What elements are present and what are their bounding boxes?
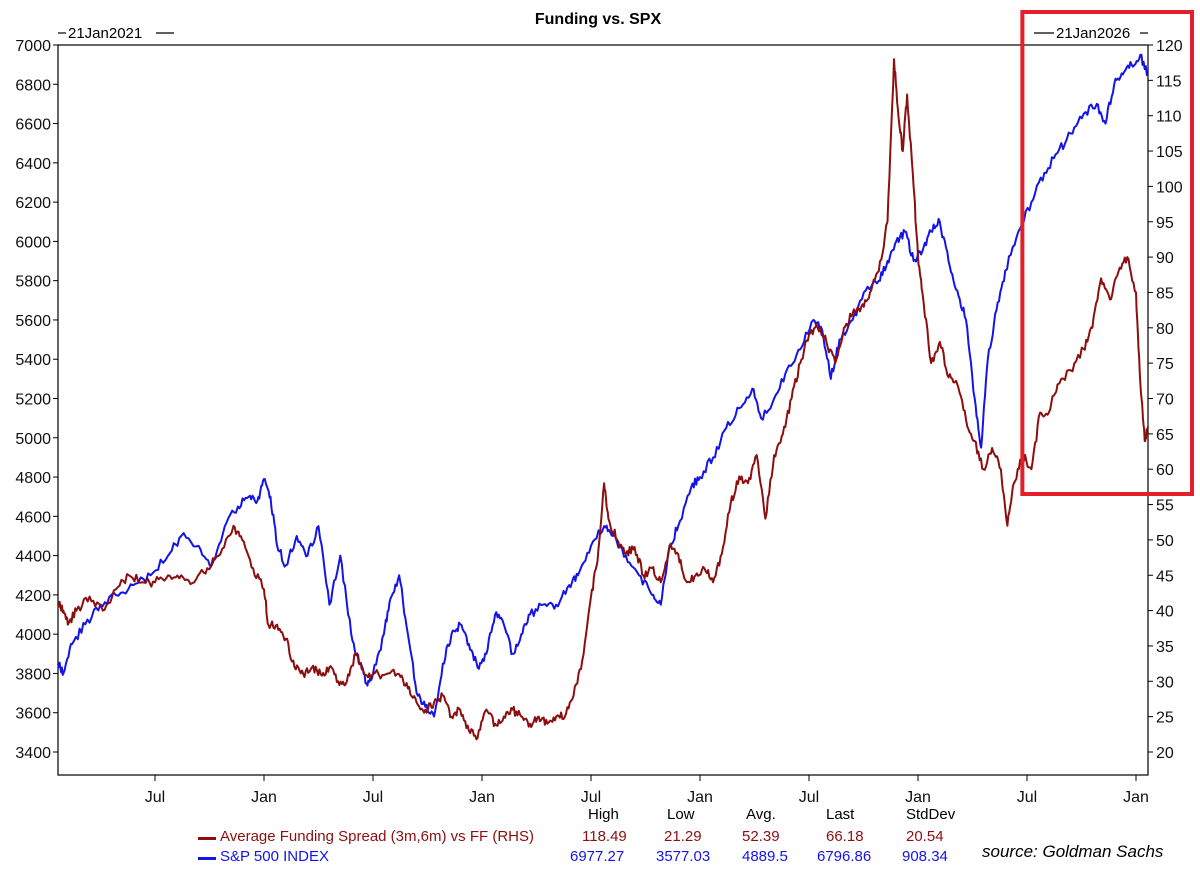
legend-value-spx-last: 6796.86 [817,848,872,865]
end-date-marker: 21Jan2026 [1034,25,1148,42]
y-right-tick-label: 75 [1156,356,1174,373]
x-tick-label: Jul [581,789,601,806]
legend-header-avg: Avg. [746,806,776,823]
legend-header-high: High [588,806,619,823]
start-date-label: 21Jan2021 [68,25,142,42]
y-left-tick-label: 5000 [15,431,51,448]
y-right-tick-label: 25 [1156,710,1174,727]
x-tick-label: Jan [687,789,713,806]
y-right-tick-label: 95 [1156,215,1174,232]
end-date-label: 21Jan2026 [1056,25,1130,42]
y-right-tick-label: 90 [1156,250,1174,267]
y-left-tick-label: 5400 [15,352,51,369]
y-left-tick-label: 4400 [15,549,51,566]
legend-value-spx-stddev: 908.34 [902,848,948,865]
y-left-tick-label: 7000 [15,38,51,55]
legend-name-spx: S&P 500 INDEX [220,848,329,865]
legend-value-funding-high: 118.49 [582,828,627,845]
y-left-tick-label: 6000 [15,234,51,251]
source-note: source: Goldman Sachs [982,842,1164,861]
legend-value-funding-stddev: 20.54 [906,828,944,845]
y-right-tick-label: 60 [1156,462,1174,479]
series-line-funding-spread [57,58,1149,741]
y-right-tick-label: 20 [1156,745,1174,762]
y-right-tick-label: 115 [1156,73,1182,90]
legend-swatch-spx [198,857,216,860]
legend-header-stddev: StdDev [906,806,956,823]
y-left-tick-label: 4800 [15,470,51,487]
x-tick-label: Jan [251,789,277,806]
series-line-spx [57,53,1149,718]
legend-value-spx-high: 6977.27 [570,848,625,865]
x-tick-label: Jul [145,789,165,806]
x-tick-label: Jan [905,789,931,806]
y-right-tick-label: 100 [1156,179,1183,196]
y-left-tick-label: 3600 [15,706,51,723]
y-right-tick-label: 35 [1156,639,1174,656]
y-left-tick-label: 5200 [15,392,51,409]
y-left-tick-label: 3400 [15,745,51,762]
x-tick-label: Jul [1017,789,1037,806]
legend-swatch-funding [198,837,216,840]
legend-header-low: Low [667,806,695,823]
y-left-tick-label: 4000 [15,627,51,644]
y-right-tick-label: 40 [1156,604,1174,621]
x-axis: Jul Jan Jul Jan Jul Jan Jul Jan Jul Jan [145,775,1149,806]
y-left-tick-label: 4600 [15,509,51,526]
x-tick-label: Jul [799,789,819,806]
legend-value-spx-avg: 4889.5 [742,848,788,865]
y-right-tick-label: 45 [1156,568,1174,585]
y-right-tick-label: 30 [1156,674,1174,691]
y-left-tick-label: 5600 [15,313,51,330]
legend-value-spx-low: 3577.03 [656,848,711,865]
y-left-tick-label: 6400 [15,156,51,173]
legend-header-last: Last [826,806,855,823]
y-left-axis: 3400 3600 3800 4000 4200 4400 4600 4800 5000 5200… [15,38,58,762]
y-left-tick-label: 6800 [15,77,51,94]
x-tick-label: Jan [469,789,495,806]
start-date-marker: 21Jan2021 [58,25,174,42]
y-right-tick-label: 65 [1156,427,1174,444]
x-tick-label: Jan [1123,789,1149,806]
y-right-tick-label: 110 [1156,109,1182,126]
y-right-tick-label: 120 [1156,38,1183,55]
legend-name-funding: Average Funding Spread (3m,6m) vs FF (RH… [220,828,534,845]
highlight-box [1020,10,1195,496]
chart-title: Funding vs. SPX [535,11,662,28]
y-left-tick-label: 3800 [15,666,51,683]
y-right-tick-label: 85 [1156,285,1174,302]
y-left-tick-label: 6200 [15,195,51,212]
y-right-tick-label: 80 [1156,321,1174,338]
legend-value-funding-avg: 52.39 [742,828,780,845]
y-right-tick-label: 70 [1156,392,1174,409]
y-right-axis: 20 25 30 35 40 45 50 55 60 65 70 75 80 85 90 95 100 105 11… [1148,38,1183,762]
x-tick-label: Jul [363,789,383,806]
y-right-tick-label: 50 [1156,533,1174,550]
y-right-tick-label: 105 [1156,144,1183,161]
plot-frame [57,44,1149,776]
y-left-tick-label: 6600 [15,117,51,134]
y-right-tick-label: 55 [1156,498,1174,515]
y-left-tick-label: 4200 [15,588,51,605]
legend-value-funding-last: 66.18 [826,828,864,845]
legend-value-funding-low: 21.29 [664,828,702,845]
y-left-tick-label: 5800 [15,274,51,291]
